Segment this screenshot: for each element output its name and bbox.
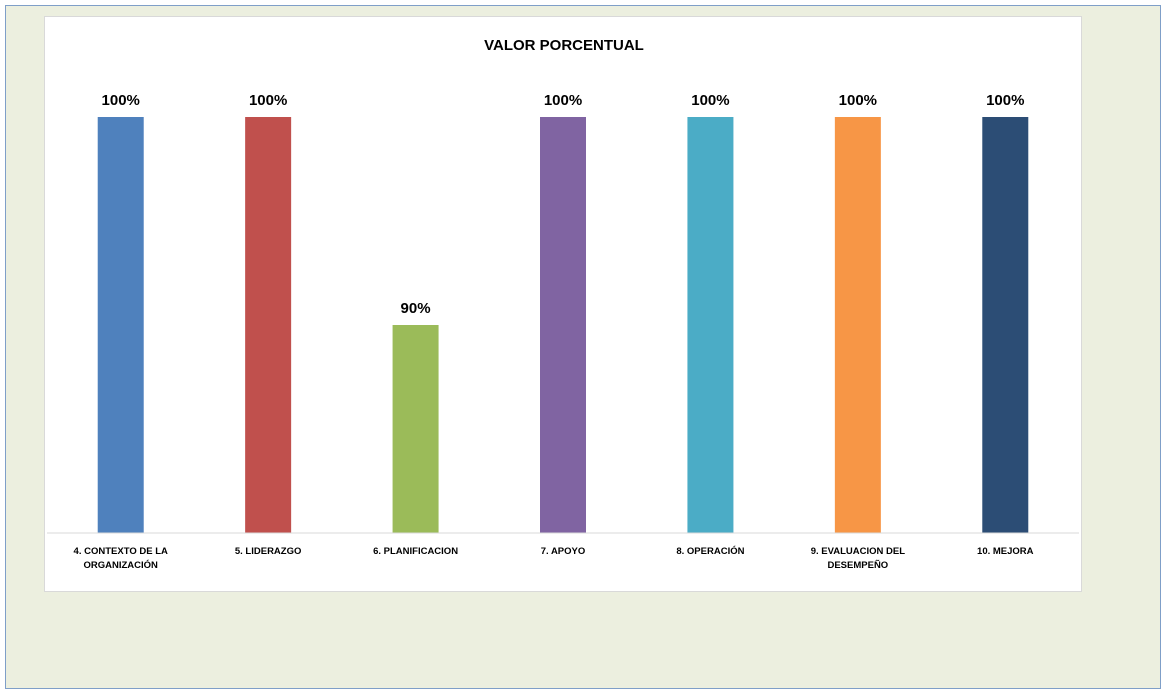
data-label: 100% — [544, 92, 582, 109]
data-label: 100% — [249, 92, 287, 109]
bar — [982, 117, 1029, 533]
category-label: 6. PLANIFICACION — [373, 546, 458, 557]
data-label: 100% — [839, 92, 877, 109]
bar — [392, 325, 439, 533]
chart-title: VALOR PORCENTUAL — [484, 37, 644, 54]
category-label: 9. EVALUACION DEL DESEMPEÑO — [811, 546, 906, 571]
bar — [834, 117, 881, 533]
category-label-line: ORGANIZACIÓN — [84, 559, 159, 571]
chart-area: VALOR PORCENTUAL 100% 100% 90% 100% 100% 100%… — [44, 16, 1082, 592]
category-label: 8. OPERACIÓN — [676, 545, 744, 557]
category-label-line: 10. MEJORA — [977, 546, 1034, 557]
category-label-line: 7. APOYO — [541, 546, 586, 557]
category-label: 4. CONTEXTO DE LA ORGANIZACIÓN — [74, 546, 168, 571]
category-labels-group: 4. CONTEXTO DE LA ORGANIZACIÓN 5. LIDERAZG… — [74, 545, 1034, 571]
category-label: 10. MEJORA — [977, 546, 1034, 557]
data-label: 100% — [102, 92, 140, 109]
bar-chart: VALOR PORCENTUAL 100% 100%90%100% 100% 100%… — [47, 37, 1079, 571]
data-label: 90% — [401, 300, 431, 317]
data-label: 100% — [691, 92, 729, 109]
category-label-line: 6. PLANIFICACION — [373, 546, 458, 557]
bar — [687, 117, 734, 533]
category-label-line: 5. LIDERAZGO — [235, 546, 302, 557]
category-label-line: 8. OPERACIÓN — [676, 545, 744, 557]
category-label-line: 4. CONTEXTO DE LA — [74, 546, 168, 557]
bar — [97, 117, 144, 533]
data-label: 100% — [986, 92, 1024, 109]
bar — [245, 117, 292, 533]
category-label: 7. APOYO — [541, 546, 586, 557]
bar — [540, 117, 586, 533]
bars-group: 100% 100% 90% 100% 100% 100% 100% — [97, 92, 1029, 533]
category-label-line: DESEMPEÑO — [827, 560, 888, 571]
chart-frame: VALOR PORCENTUAL 100% 100% 90% 100% 100% 100%… — [5, 5, 1161, 689]
category-label: 5. LIDERAZGO — [235, 546, 302, 557]
category-label-line: 9. EVALUACION DEL — [811, 546, 906, 557]
